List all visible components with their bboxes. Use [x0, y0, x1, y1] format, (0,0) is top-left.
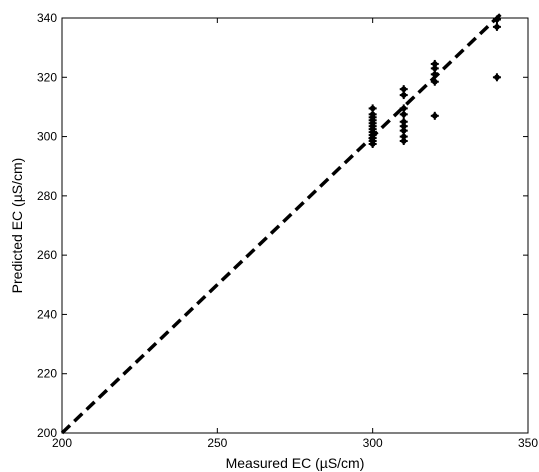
- y-tick-label: 280: [37, 189, 57, 203]
- data-point: [430, 70, 439, 79]
- y-tick-label: 320: [37, 70, 57, 84]
- data-point: [430, 59, 439, 68]
- data-point: [368, 104, 377, 113]
- y-tick-label: 240: [37, 307, 57, 321]
- x-tick-label: 200: [52, 436, 72, 450]
- data-point: [399, 117, 408, 126]
- data-point: [399, 85, 408, 94]
- data-point: [399, 104, 408, 113]
- y-tick-label: 200: [37, 426, 57, 440]
- data-point: [492, 22, 501, 31]
- data-point: [399, 91, 408, 100]
- data-point: [430, 77, 439, 86]
- plot-area-frame: [61, 17, 529, 434]
- x-tick-label: 350: [518, 436, 538, 450]
- y-axis-label: Predicted EC (µS/cm): [9, 158, 25, 294]
- y-tick-label: 340: [37, 11, 57, 25]
- data-point: [430, 111, 439, 120]
- x-axis-label: Measured EC (µS/cm): [226, 455, 365, 471]
- ticks-layer: 200 250 300 350 200 220 240 260 280 300 320 340: [37, 11, 538, 450]
- points-layer: [368, 15, 501, 148]
- data-point: [492, 73, 501, 82]
- x-tick-label: 300: [363, 436, 383, 450]
- x-tick-label: 250: [207, 436, 227, 450]
- y-tick-label: 300: [37, 130, 57, 144]
- y-tick-label: 260: [37, 248, 57, 262]
- y-tick-label: 220: [37, 367, 57, 381]
